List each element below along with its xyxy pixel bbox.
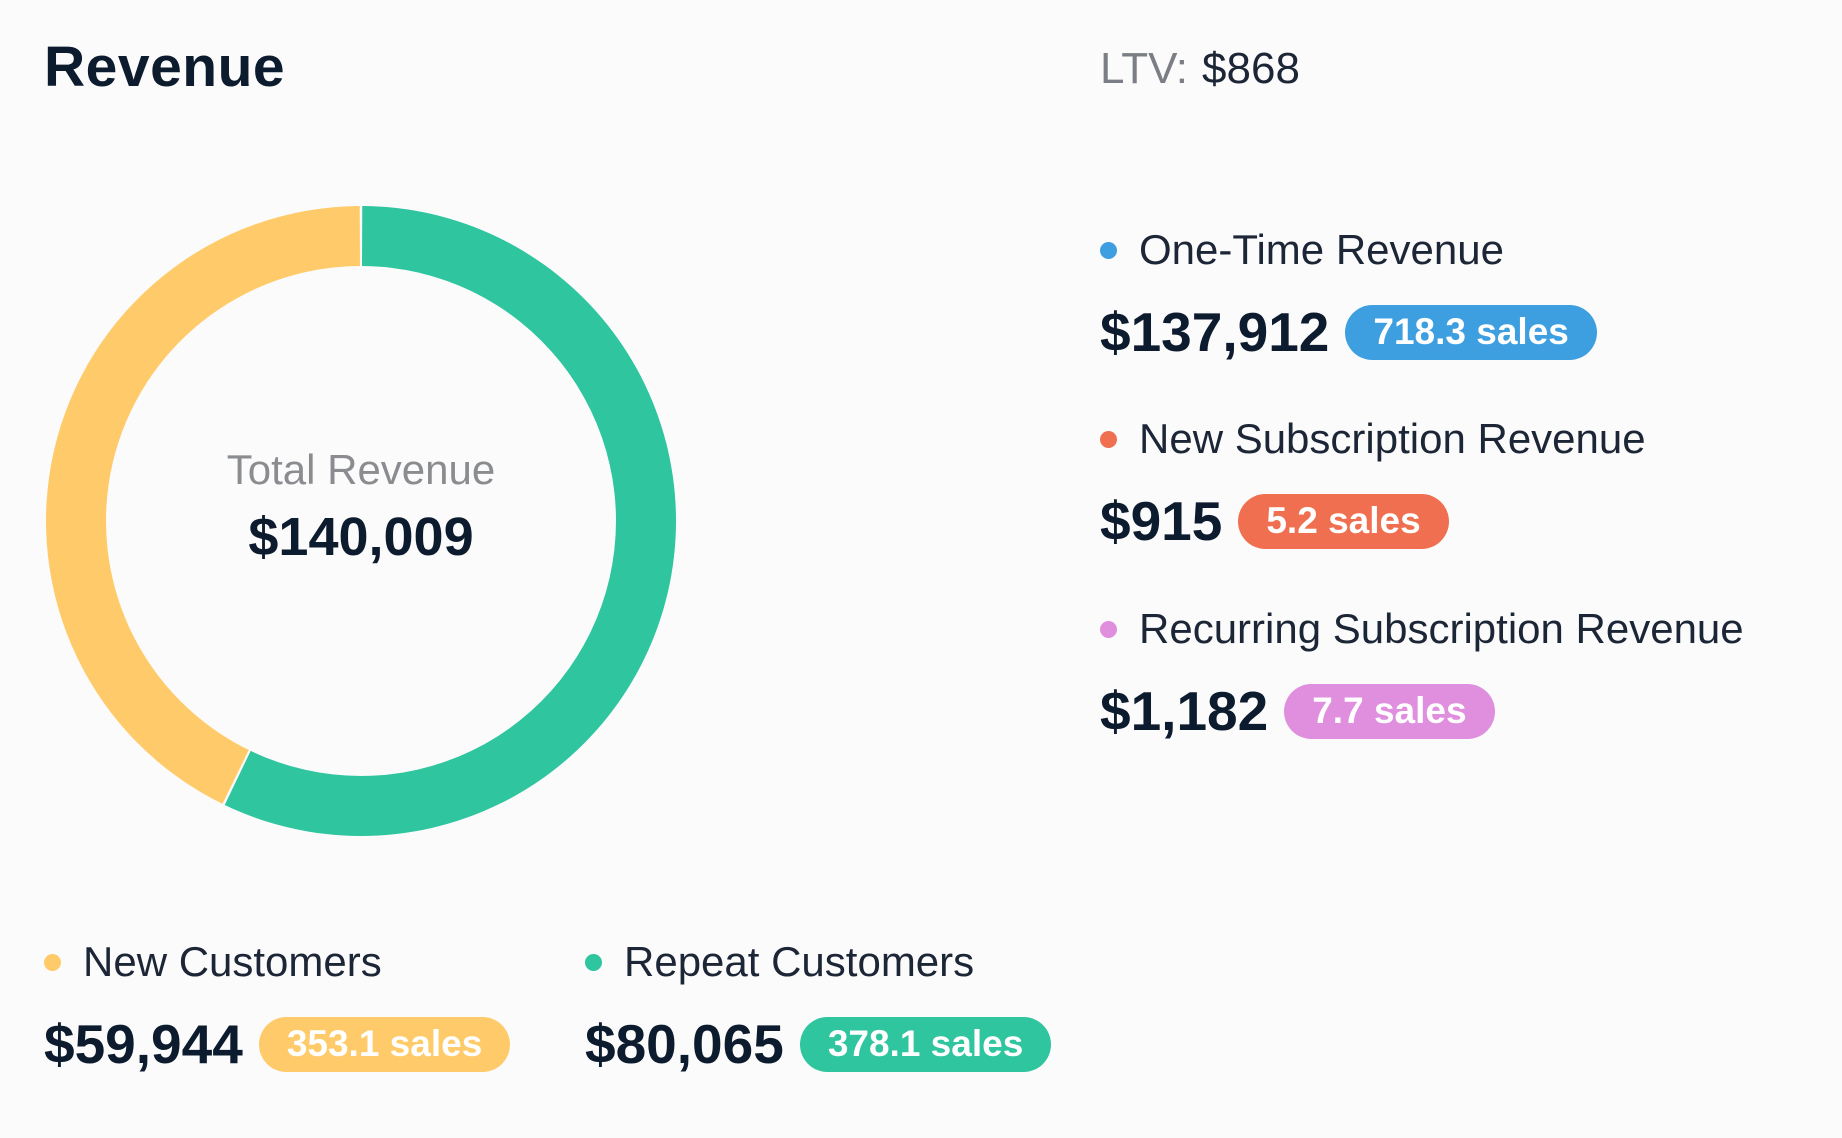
donut-chart: [46, 206, 676, 836]
page-title: Revenue: [44, 35, 286, 99]
donut-slice-repeat-customers[interactable]: [224, 206, 676, 836]
sales-badge: 378.1 sales: [799, 1016, 1052, 1072]
recurring-subscription-dot-icon: [1100, 620, 1117, 638]
legend-label: New Subscription Revenue: [1139, 415, 1646, 462]
ltv-metric: LTV: $868: [1100, 44, 1300, 94]
new-customers-dot-icon: [44, 953, 61, 971]
legend-amount: $59,944: [44, 1013, 243, 1075]
legend-label: Recurring Subscription Revenue: [1139, 605, 1744, 652]
donut-slice-new-customers[interactable]: [46, 206, 360, 804]
sales-badge: 718.3 sales: [1345, 304, 1597, 360]
total-revenue-donut: Total Revenue $140,009: [46, 206, 676, 836]
legend-amount: $137,912: [1100, 301, 1330, 363]
sales-badge: 353.1 sales: [258, 1016, 511, 1072]
one-time-dot-icon: [1100, 241, 1117, 259]
sales-badge: 5.2 sales: [1238, 493, 1449, 549]
legend-label: One-Time Revenue: [1139, 226, 1504, 273]
donut-center-label: Total Revenue: [226, 446, 496, 493]
legend-label: Repeat Customers: [624, 938, 975, 985]
legend-new-customers: New Customers $59,944 353.1 sales: [44, 938, 511, 1076]
legend-one-time-revenue: One-Time Revenue $137,912 718.3 sales: [1100, 226, 1597, 364]
legend-amount: $80,065: [585, 1013, 784, 1075]
legend-repeat-customers: Repeat Customers $80,065 378.1 sales: [585, 938, 1052, 1076]
donut-center-value: $140,009: [248, 507, 474, 567]
legend-label: New Customers: [83, 938, 382, 985]
legend-recurring-subscription-revenue: Recurring Subscription Revenue $1,182 7.…: [1100, 605, 1744, 743]
new-subscription-dot-icon: [1100, 430, 1117, 448]
ltv-value: $868: [1202, 44, 1300, 93]
repeat-customers-dot-icon: [585, 953, 602, 971]
sales-badge: 7.7 sales: [1284, 683, 1495, 739]
legend-amount: $915: [1100, 490, 1223, 552]
legend-amount: $1,182: [1100, 680, 1269, 742]
ltv-label: LTV:: [1100, 44, 1189, 93]
legend-new-subscription-revenue: New Subscription Revenue $915 5.2 sales: [1100, 415, 1646, 553]
